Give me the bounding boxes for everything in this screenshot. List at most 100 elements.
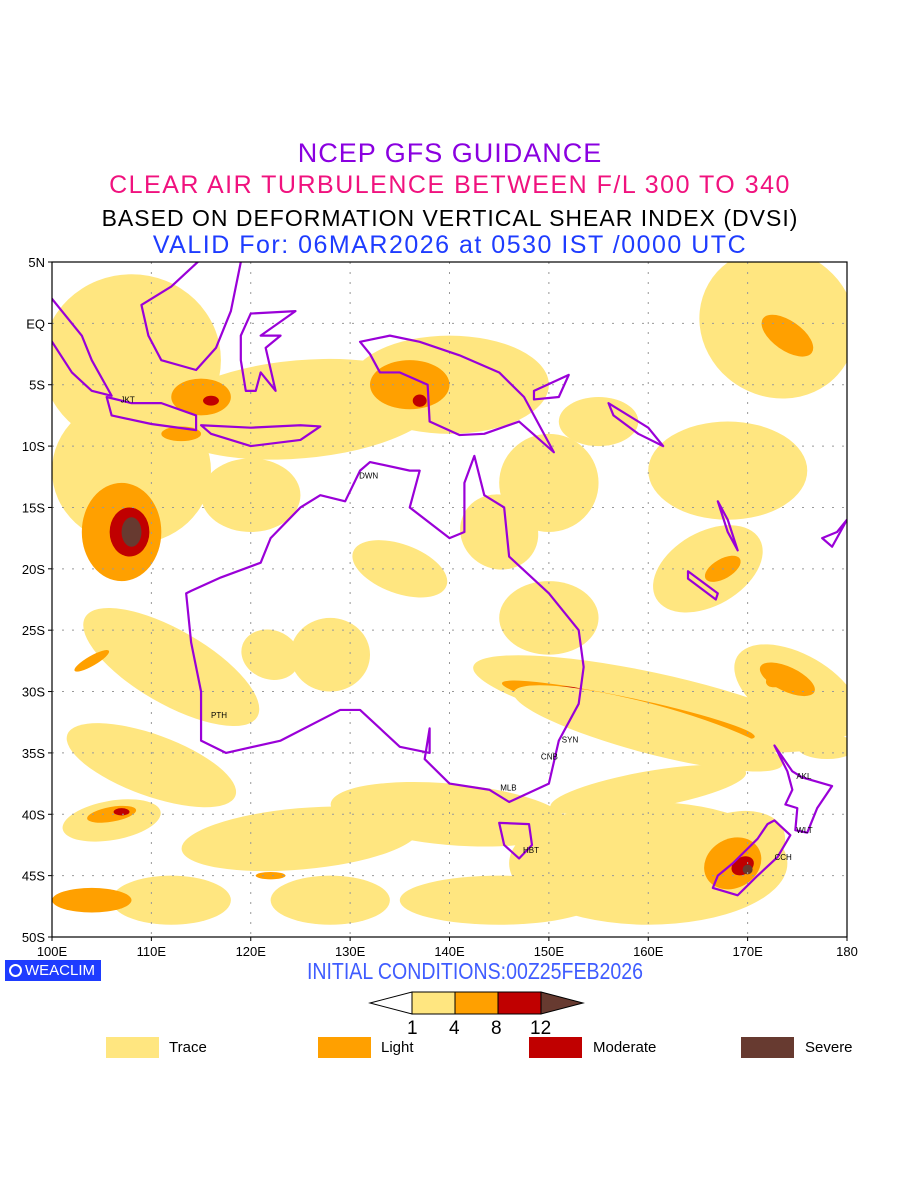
city-label-akl: AKL xyxy=(796,772,812,781)
city-label-syn: SYN xyxy=(562,735,579,744)
turbulence-area-trace xyxy=(550,764,747,815)
lat-label: 15S xyxy=(22,500,45,515)
colorbar-severe-arrow xyxy=(540,991,585,1015)
lat-label: 40S xyxy=(22,807,45,822)
lon-label: 170E xyxy=(732,944,763,959)
legend-swatch-moderate xyxy=(529,1037,582,1058)
coastline-borneo xyxy=(140,262,242,372)
coastline-nz-south xyxy=(711,819,792,897)
turbulence-area-light xyxy=(171,378,231,416)
initial-conditions: INITIAL CONDITIONS:00Z25FEB2026 xyxy=(306,958,644,984)
city-label-hbt: HBT xyxy=(523,846,539,855)
turbulence-area-trace xyxy=(499,581,599,655)
turbulence-map: JKT DWN PTH SYN CNB MLB HBT AKL WLT CCH 5N EQ 5S 10S… xyxy=(22,255,858,959)
lat-label: 35S xyxy=(22,746,45,761)
title-method: BASED ON DEFORMATION VERTICAL SHEAR INDE… xyxy=(101,205,799,231)
turbulence-area-trace xyxy=(352,540,448,598)
coastline-solomons xyxy=(607,402,665,448)
turbulence-area-trace xyxy=(270,875,390,925)
turbulence-area-trace xyxy=(330,781,569,847)
coastline-new-guinea xyxy=(358,334,555,454)
lat-label: 5N xyxy=(28,255,45,270)
turbulence-area-trace xyxy=(66,723,237,808)
colorbar-trace xyxy=(411,991,456,1015)
legend-label-severe: Severe xyxy=(805,1039,853,1056)
title-valid-time: VALID For: 06MAR2026 at 0530 IST /0000 U… xyxy=(152,231,748,259)
coastline-sumatra xyxy=(52,297,113,397)
colorbar-moderate xyxy=(497,991,542,1015)
coastline-tasmania xyxy=(498,821,534,860)
turbulence-area-trace xyxy=(648,421,808,520)
legend-label-moderate: Moderate xyxy=(593,1039,657,1056)
coastline-nz-north xyxy=(773,744,834,834)
lon-label: 130E xyxy=(335,944,366,959)
turbulence-area-trace xyxy=(290,617,370,692)
turbulence-area-moderate xyxy=(203,395,219,406)
lon-label: 100E xyxy=(37,944,68,959)
colorbar-light xyxy=(454,991,499,1015)
city-labels: JKT DWN PTH SYN CNB MLB HBT AKL WLT CCH xyxy=(121,395,813,862)
coastline-fiji xyxy=(821,518,847,548)
lon-label: 140E xyxy=(434,944,465,959)
title-product: CLEAR AIR TURBULENCE BETWEEN F/L 300 TO … xyxy=(109,171,791,199)
coastline-vanuatu xyxy=(716,500,739,552)
coastline-sulawesi xyxy=(239,309,297,392)
city-label-mlb: MLB xyxy=(500,783,516,792)
lon-label: 120E xyxy=(236,944,267,959)
turbulence-area-trace xyxy=(558,397,639,447)
turbulence-area-trace xyxy=(241,629,300,680)
legend-swatch-light xyxy=(318,1037,371,1058)
turbulence-area-light xyxy=(255,871,286,880)
lat-label: 45S xyxy=(22,869,45,884)
lat-label: 10S xyxy=(22,439,45,454)
title-model: NCEP GFS GUIDANCE xyxy=(297,138,603,168)
lat-label: 20S xyxy=(22,562,45,577)
coastline-java xyxy=(105,395,198,432)
city-label-pth: PTH xyxy=(211,711,227,720)
logo-text: WEACLIM xyxy=(25,962,96,979)
turbulence-area-trace xyxy=(83,607,260,727)
turbulence-area-severe xyxy=(742,864,753,875)
legend-swatch-trace xyxy=(106,1037,159,1058)
turbulence-area-light xyxy=(370,360,450,410)
coastline-lesser-sunda xyxy=(199,424,322,448)
city-label-cch: CCH xyxy=(774,853,792,862)
turbulence-area-light xyxy=(761,314,814,357)
turbulence-area-moderate xyxy=(113,808,130,816)
copyright-icon xyxy=(9,964,22,977)
legend-swatch-severe xyxy=(741,1037,794,1058)
lon-label: 110E xyxy=(137,944,167,959)
legend-label-trace: Trace xyxy=(169,1039,207,1056)
city-label-wlt: WLT xyxy=(796,826,812,835)
coastline-new-britain xyxy=(532,373,570,401)
legend-label-light: Light xyxy=(381,1039,414,1056)
coastline-australia xyxy=(185,454,585,804)
turbulence-area-light xyxy=(52,887,132,913)
weaclim-logo: WEACLIM xyxy=(5,960,101,981)
colorbar xyxy=(368,991,585,1015)
colorbar-tick: 4 xyxy=(449,1018,460,1039)
turbulence-area-light xyxy=(765,671,789,688)
turbulence-area-trace xyxy=(399,875,599,925)
turbulence-shading xyxy=(52,262,847,925)
coastline-new-caledonia xyxy=(686,570,719,601)
turbulence-area-trace xyxy=(111,875,231,925)
colorbar-tick: 1 xyxy=(407,1018,418,1039)
lat-label: 30S xyxy=(22,685,45,700)
turbulence-area-trace xyxy=(797,734,847,760)
lat-label: 25S xyxy=(22,623,45,638)
city-label-jkt: JKT xyxy=(121,395,135,404)
turbulence-area-moderate xyxy=(412,394,427,407)
city-label-cnb: CNB xyxy=(541,753,558,762)
turbulence-area-trace xyxy=(201,458,301,532)
lon-label: 180 xyxy=(836,944,858,959)
colorbar-tick: 12 xyxy=(530,1018,552,1039)
colorbar-under-arrow xyxy=(368,991,413,1015)
lat-label: 50S xyxy=(22,930,45,945)
lat-label: 5S xyxy=(29,378,45,393)
lon-label: 150E xyxy=(534,944,565,959)
turbulence-area-severe xyxy=(121,517,142,547)
lon-label: 160E xyxy=(633,944,664,959)
turbulence-area-light xyxy=(74,650,110,672)
